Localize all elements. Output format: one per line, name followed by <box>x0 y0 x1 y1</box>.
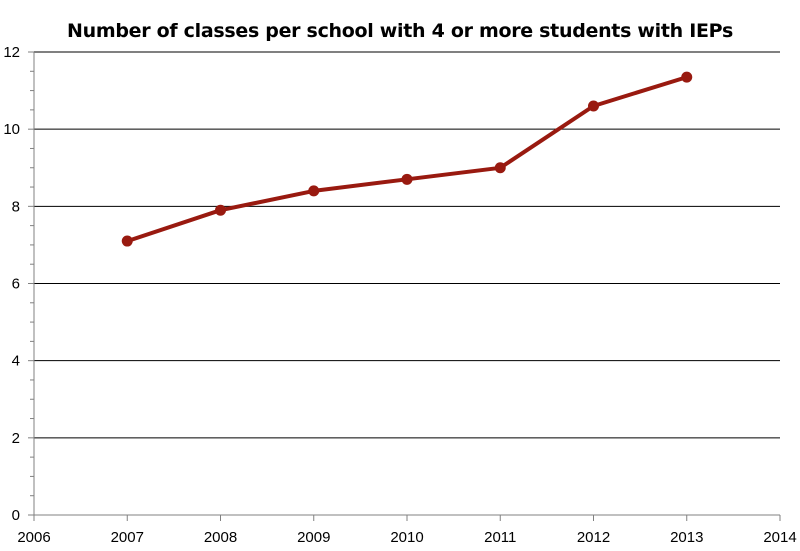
series-line-0 <box>125 75 689 244</box>
y-tick-label-4: 4 <box>12 353 20 370</box>
x-tick-label-2006: 2006 <box>17 529 50 546</box>
data-point-2009 <box>308 185 320 197</box>
y-tick-label-12: 12 <box>3 44 20 61</box>
data-point-2010 <box>401 173 413 185</box>
gridlines <box>34 51 780 439</box>
series <box>121 71 693 247</box>
data-point-2007 <box>121 235 133 247</box>
x-tick-label-2009: 2009 <box>297 529 330 546</box>
x-tick-label-2013: 2013 <box>670 529 703 546</box>
data-point-2011 <box>494 162 506 174</box>
chart-title: Number of classes per school with 4 or m… <box>67 20 733 42</box>
data-point-2012 <box>588 100 599 112</box>
x-tick-label-2011: 2011 <box>484 529 516 546</box>
x-tick-label-2012: 2012 <box>577 529 610 546</box>
y-tick-label-10: 10 <box>3 121 20 138</box>
x-tick-label-2008: 2008 <box>204 529 237 546</box>
x-tick-label-2007: 2007 <box>111 529 144 546</box>
y-tick-label-8: 8 <box>12 198 20 215</box>
y-tick-label-6: 6 <box>12 276 20 293</box>
tick-labels: 0 2 4 6 8 10 12 2006 2007 2008 2009 2010 2011 2012 201… <box>3 44 796 546</box>
x-tick-label-2014: 2014 <box>763 529 796 546</box>
axes <box>28 51 781 521</box>
x-tick-label-2010: 2010 <box>390 529 423 546</box>
data-point-2013 <box>681 71 693 83</box>
y-tick-label-2: 2 <box>12 430 20 447</box>
y-tick-label-0: 0 <box>12 507 20 524</box>
data-point-2008 <box>215 204 226 216</box>
